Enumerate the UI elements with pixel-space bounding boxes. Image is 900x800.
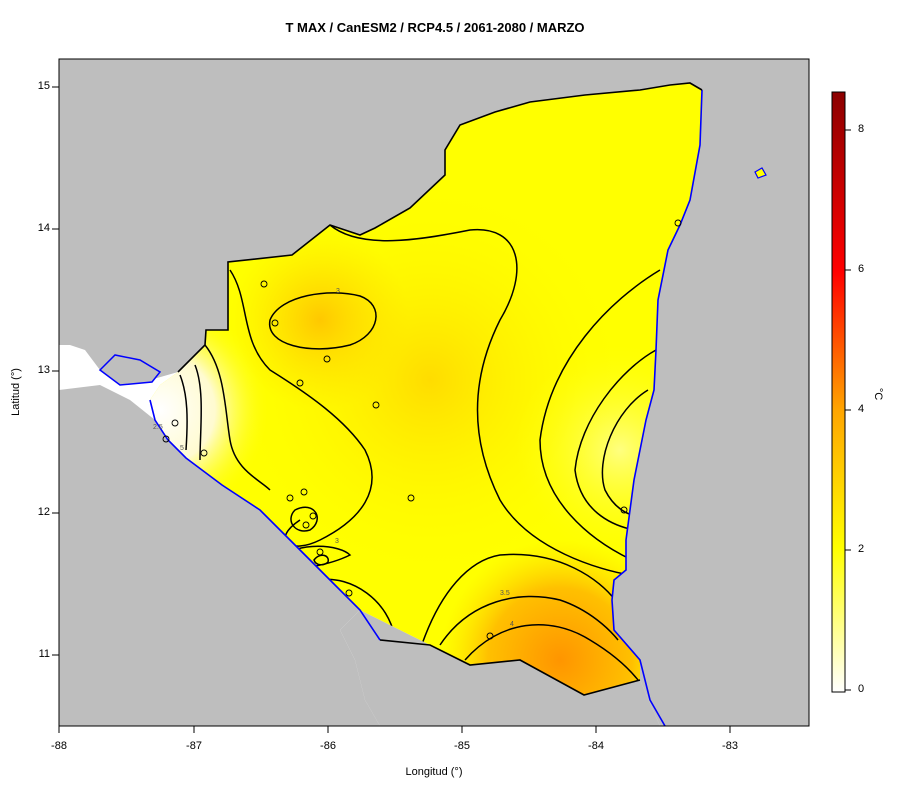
colorbar-tick-label: 6 — [858, 263, 865, 275]
pacific-coastline — [149, 399, 381, 641]
land-costa-rica — [340, 610, 660, 726]
plot-frame — [58, 58, 810, 727]
colorbar-tick-label: 8 — [858, 123, 865, 135]
contour-label: 4 — [510, 621, 514, 628]
x-tick-label: -83 — [722, 740, 738, 752]
chart-title: T MAX / CanESM2 / RCP4.5 / 2061-2080 / M… — [285, 20, 585, 35]
x-tick-label: -85 — [454, 740, 470, 752]
contour-label: 3.5 — [500, 590, 510, 597]
corn-islands — [754, 167, 767, 179]
axis-ticks — [52, 86, 731, 733]
y-tick-label: 13 — [37, 364, 50, 376]
stations — [162, 219, 682, 640]
land-honduras — [59, 59, 809, 726]
contour-lines — [179, 224, 661, 681]
x-tick-label: -88 — [51, 740, 67, 752]
colorbar-tick-label: 0 — [858, 683, 865, 695]
northern-border — [177, 82, 703, 373]
y-tick-label: 15 — [37, 80, 50, 92]
southern-border — [379, 639, 641, 696]
contour-label: 3 — [335, 538, 339, 545]
x-tick-label: -86 — [320, 740, 336, 752]
y-axis-label: Latitud (°) — [10, 368, 22, 416]
x-tick-label: -87 — [186, 740, 202, 752]
map-layer: 3 2.5 5 3 3.5 4 — [59, 59, 809, 726]
y-tick-label: 12 — [37, 506, 50, 518]
colorbar-tick-label: 2 — [858, 543, 865, 555]
contour-label: 2.5 — [153, 424, 163, 431]
pacific-area — [59, 385, 380, 726]
y-tick-label: 14 — [37, 222, 50, 234]
colorbar-ticks — [845, 129, 851, 691]
lake-managua — [98, 354, 162, 386]
contour-label: 3 — [336, 288, 340, 295]
x-axis-label: Longitud (°) — [405, 766, 463, 778]
x-tick-label: -84 — [588, 740, 604, 752]
colorbar-unit-label: °C — [872, 387, 885, 401]
colorbar — [831, 91, 846, 693]
contour-label: 5 — [180, 445, 184, 452]
y-tick-label: 11 — [38, 648, 50, 660]
caribbean-coastline — [611, 89, 703, 726]
colorbar-tick-label: 4 — [858, 403, 865, 415]
